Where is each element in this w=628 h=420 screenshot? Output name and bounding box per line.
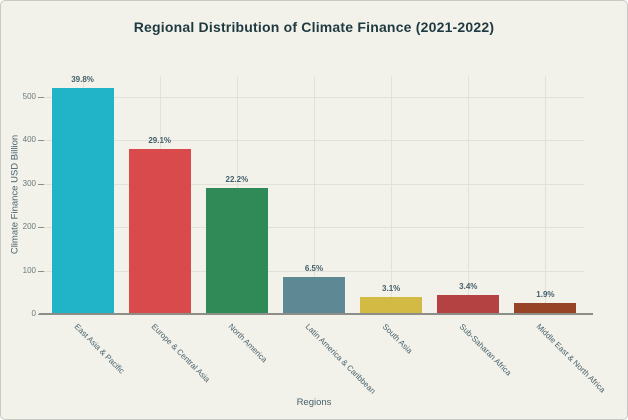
- bar-value-label: 6.5%: [304, 264, 324, 274]
- x-tick-label: East Asia & Pacific: [72, 322, 126, 376]
- bar-value-label: 3.1%: [382, 283, 401, 293]
- y-tick-mark: [38, 270, 44, 272]
- y-tick-label: 400: [22, 135, 36, 145]
- bar-value-label: 1.9%: [536, 290, 555, 300]
- x-tick-label: Latin America & Caribbean: [303, 322, 378, 396]
- bar-north-america: [205, 188, 268, 314]
- y-tick-mark: [38, 227, 44, 229]
- x-axis-line: [39, 313, 593, 315]
- x-axis-title: Regions: [296, 397, 332, 408]
- chart-title: Regional Distribution of Climate Finance…: [133, 19, 495, 35]
- bar-value-label: 39.8%: [71, 75, 94, 85]
- gridline-vertical: [468, 76, 470, 314]
- gridline-vertical: [545, 76, 547, 314]
- bar-south-asia: [360, 296, 423, 314]
- bar-sub-saharan-africa: [437, 294, 500, 314]
- y-tick-mark: [38, 140, 44, 142]
- bar-latin-america-caribbean: [283, 277, 345, 314]
- y-tick-label: 500: [22, 92, 36, 101]
- y-tick-label: 0: [31, 309, 36, 318]
- y-tick-mark: [38, 97, 44, 98]
- x-tick-label: South Asia: [380, 322, 415, 356]
- bar-europe-central-asia: [128, 149, 191, 314]
- y-tick-label: 200: [22, 222, 36, 232]
- y-tick-label: 100: [22, 265, 36, 275]
- y-tick-label: 300: [22, 178, 36, 188]
- bar-middle-east-north-africa: [514, 303, 577, 314]
- gridline-vertical: [314, 76, 315, 314]
- x-tick-label: Middle East & North Africa: [535, 322, 608, 395]
- bar-value-label: 3.4%: [459, 281, 478, 291]
- y-tick-mark: [38, 183, 44, 185]
- x-tick-label: Europe & Central Asia: [149, 322, 212, 385]
- bar-value-label: 29.1%: [148, 136, 172, 146]
- gridline-vertical: [391, 76, 393, 314]
- y-axis-title: Climate Finance USD Billion: [9, 134, 21, 255]
- x-tick-label: North America: [226, 322, 269, 365]
- bar-value-label: 22.2%: [225, 175, 249, 185]
- x-tick-label: Sub-Saharan Africa: [457, 322, 514, 378]
- bar-east-asia-pacific: [51, 88, 114, 314]
